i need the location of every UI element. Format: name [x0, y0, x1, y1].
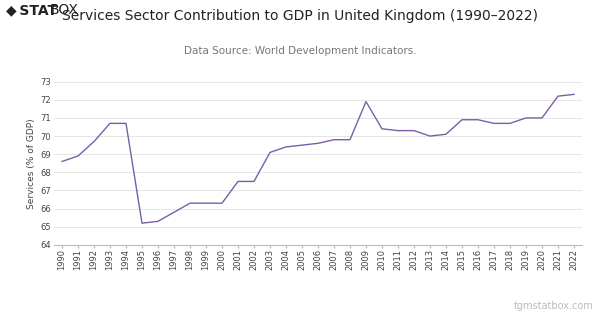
- Text: tgmstatbox.com: tgmstatbox.com: [514, 301, 594, 311]
- Text: BOX: BOX: [49, 3, 78, 17]
- Text: Services Sector Contribution to GDP in United Kingdom (1990–2022): Services Sector Contribution to GDP in U…: [62, 9, 538, 24]
- Text: Data Source: World Development Indicators.: Data Source: World Development Indicator…: [184, 46, 416, 56]
- Y-axis label: Services (% of GDP): Services (% of GDP): [28, 118, 37, 208]
- Text: ◆ STAT: ◆ STAT: [6, 3, 57, 17]
